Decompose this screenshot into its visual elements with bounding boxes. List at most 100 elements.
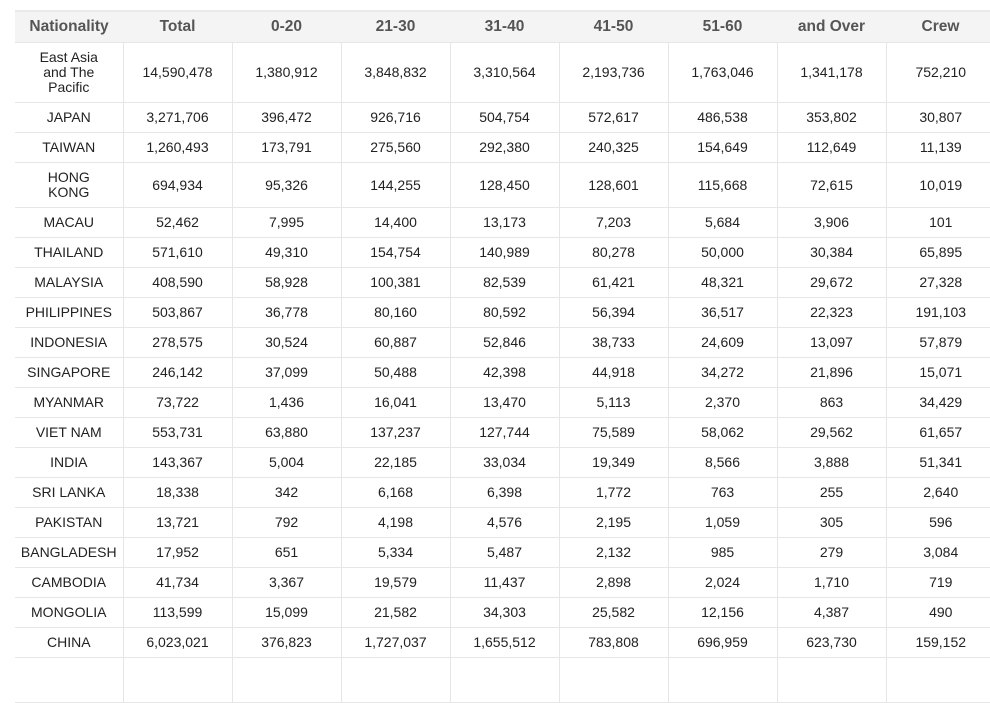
nationality-cell: BANGLADESH	[15, 537, 123, 568]
column-header: 0-20	[232, 11, 341, 43]
value-cell: 21,896	[776, 357, 886, 388]
value-cell: 596	[885, 507, 990, 538]
value-cell: 34,272	[667, 357, 777, 388]
value-cell: 2,193,736	[558, 42, 668, 103]
value-cell: 36,517	[667, 297, 777, 328]
value-cell: 137,237	[340, 417, 450, 448]
nationality-cell: MACAU	[15, 207, 123, 238]
value-cell: 255	[776, 477, 886, 508]
value-cell: 240,325	[558, 132, 668, 163]
column-header: Nationality	[15, 11, 123, 43]
table-row: BANGLADESH 17,952 651 5,334 5,487 2,132 985 279…	[15, 537, 990, 568]
value-cell: 3,906	[776, 207, 886, 238]
value-cell: 33,034	[449, 447, 559, 478]
table-row: MALAYSIA 408,590 58,928 100,381 82,539 61,421…	[15, 267, 990, 298]
value-cell: 18,338	[122, 477, 232, 508]
value-cell: 22,323	[776, 297, 886, 328]
column-header: Total	[123, 11, 232, 43]
table-row: SINGAPORE 246,142 37,099 50,488 42,398 44,918…	[15, 357, 990, 388]
value-cell: 490	[885, 597, 990, 628]
value-cell: 38,733	[558, 327, 668, 358]
value-cell: 61,657	[885, 417, 990, 448]
value-cell: 2,898	[558, 567, 668, 598]
value-cell: 56,394	[558, 297, 668, 328]
value-cell: 50,488	[340, 357, 450, 388]
value-cell: 1,772	[558, 477, 668, 508]
value-cell: 12,156	[667, 597, 777, 628]
table-row: INDIA 143,367 5,004 22,185 33,034 19,349 8,566…	[15, 447, 990, 478]
value-cell: 623,730	[776, 627, 886, 658]
value-cell: 7,995	[231, 207, 341, 238]
value-cell: 792	[231, 507, 341, 538]
value-cell: 1,260,493	[122, 132, 232, 163]
value-cell: 15,071	[885, 357, 990, 388]
value-cell: 752,210	[885, 42, 990, 103]
table-row: SRI LANKA 18,338 342 6,168 6,398 1,772 763 255 2…	[15, 477, 990, 508]
value-cell: 191,103	[885, 297, 990, 328]
value-cell: 503,867	[122, 297, 232, 328]
value-cell: 3,310,564	[449, 42, 559, 103]
value-cell: 37,099	[231, 357, 341, 388]
nationality-cell: VIET NAM	[15, 417, 123, 448]
value-cell: 144,255	[340, 162, 450, 208]
value-cell: 140,989	[449, 237, 559, 268]
value-cell: 44,918	[558, 357, 668, 388]
nationality-cell: JAPAN	[15, 102, 123, 133]
table-row: CHINA 6,023,021 376,823 1,727,037 1,655,512 7…	[15, 627, 990, 658]
value-cell: 10,019	[885, 162, 990, 208]
column-header: 41-50	[559, 11, 668, 43]
table-row	[15, 657, 990, 703]
nationality-cell: INDIA	[15, 447, 123, 478]
value-cell: 58,928	[231, 267, 341, 298]
value-cell: 61,421	[558, 267, 668, 298]
value-cell: 694,934	[122, 162, 232, 208]
table-header-row: Nationality Total 0-20 21-30 31-40 41-50 51-60…	[15, 11, 990, 43]
value-cell: 7,203	[558, 207, 668, 238]
empty-cell	[15, 657, 123, 703]
value-cell: 58,062	[667, 417, 777, 448]
value-cell: 2,132	[558, 537, 668, 568]
value-cell: 30,524	[231, 327, 341, 358]
value-cell: 29,672	[776, 267, 886, 298]
value-cell: 5,487	[449, 537, 559, 568]
value-cell: 396,472	[231, 102, 341, 133]
value-cell: 60,887	[340, 327, 450, 358]
value-cell: 154,754	[340, 237, 450, 268]
value-cell: 486,538	[667, 102, 777, 133]
value-cell: 651	[231, 537, 341, 568]
value-cell: 863	[776, 387, 886, 418]
column-header: 21-30	[341, 11, 450, 43]
value-cell: 783,808	[558, 627, 668, 658]
value-cell: 4,387	[776, 597, 886, 628]
value-cell: 25,582	[558, 597, 668, 628]
value-cell: 1,436	[231, 387, 341, 418]
value-cell: 1,710	[776, 567, 886, 598]
nationality-cell: TAIWAN	[15, 132, 123, 163]
value-cell: 572,617	[558, 102, 668, 133]
value-cell: 719	[885, 567, 990, 598]
value-cell: 275,560	[340, 132, 450, 163]
value-cell: 34,303	[449, 597, 559, 628]
nationality-cell: INDONESIA	[15, 327, 123, 358]
value-cell: 342	[231, 477, 341, 508]
value-cell: 15,099	[231, 597, 341, 628]
value-cell: 1,655,512	[449, 627, 559, 658]
table-row: CAMBODIA 41,734 3,367 19,579 11,437 2,898 2,02…	[15, 567, 990, 598]
value-cell: 3,888	[776, 447, 886, 478]
value-cell: 95,326	[231, 162, 341, 208]
value-cell: 2,024	[667, 567, 777, 598]
nationality-cell: PHILIPPINES	[15, 297, 123, 328]
empty-cell	[776, 657, 886, 703]
nationality-cell: THAILAND	[15, 237, 123, 268]
value-cell: 42,398	[449, 357, 559, 388]
table-row: TAIWAN 1,260,493 173,791 275,560 292,380 240,…	[15, 132, 990, 163]
value-cell: 115,668	[667, 162, 777, 208]
table-row: INDONESIA 278,575 30,524 60,887 52,846 38,733…	[15, 327, 990, 358]
value-cell: 6,023,021	[122, 627, 232, 658]
value-cell: 5,004	[231, 447, 341, 478]
table-row: THAILAND 571,610 49,310 154,754 140,989 80,27…	[15, 237, 990, 268]
value-cell: 75,589	[558, 417, 668, 448]
value-cell: 2,370	[667, 387, 777, 418]
nationality-cell: East Asia and The Pacific	[15, 42, 123, 103]
value-cell: 24,609	[667, 327, 777, 358]
